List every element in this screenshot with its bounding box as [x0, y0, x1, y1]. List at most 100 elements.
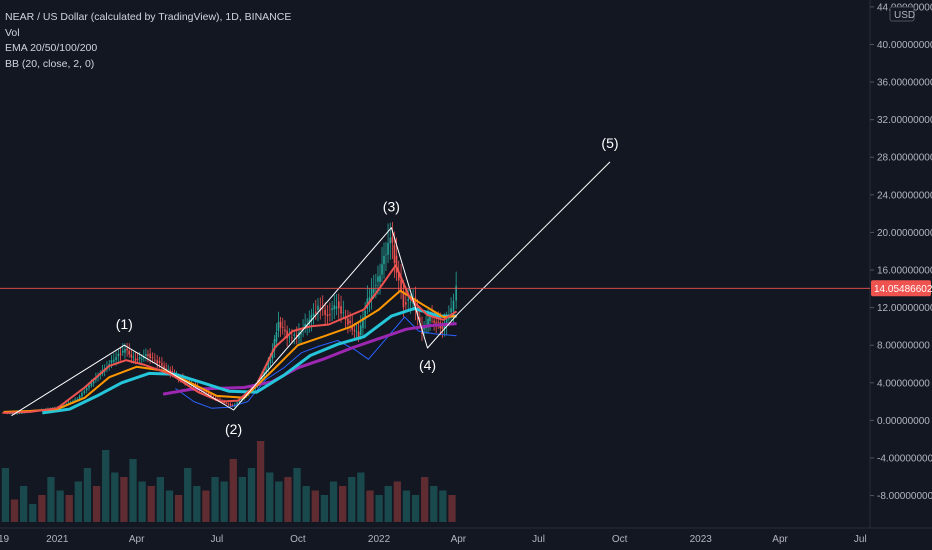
- wave-label: (5): [601, 135, 618, 151]
- candle-body: [132, 356, 135, 358]
- ema200-line: [162, 322, 457, 396]
- candle-body: [225, 402, 228, 404]
- candle-body: [370, 288, 373, 299]
- volume-bar: [439, 490, 447, 522]
- candle-body: [167, 369, 170, 371]
- candle-body: [16, 413, 18, 415]
- legend: NEAR / US Dollar (calculated by TradingV…: [5, 10, 291, 72]
- volume-bar: [129, 459, 137, 522]
- candle-body: [238, 399, 241, 403]
- legend-ema[interactable]: EMA 20/50/100/200: [5, 42, 98, 54]
- candle-body: [337, 301, 340, 309]
- candle-body: [312, 313, 315, 317]
- candle-body: [342, 312, 345, 314]
- volume-bar: [411, 495, 420, 522]
- candle-body: [88, 385, 90, 389]
- candle-body: [435, 322, 437, 324]
- candle-body: [119, 353, 122, 355]
- candle-body: [163, 365, 165, 369]
- volume-bar: [229, 459, 237, 522]
- candle-body: [219, 399, 221, 401]
- x-tick-label: 19: [0, 534, 10, 545]
- candle-body: [353, 329, 356, 331]
- candle-body: [304, 323, 306, 327]
- last-price-label: 14.05486602: [874, 284, 932, 295]
- y-tick-label: 0.00000000: [877, 416, 930, 427]
- y-tick-label: -8.00000000: [877, 491, 932, 502]
- candle-body: [18, 413, 21, 414]
- volume-bar: [211, 477, 219, 522]
- candle-body: [110, 360, 113, 363]
- candle-body: [331, 308, 333, 311]
- candle-body: [423, 327, 425, 330]
- candle-body: [67, 402, 70, 404]
- candle-body: [115, 356, 117, 361]
- y-tick-label: 12.00000000: [877, 303, 932, 314]
- candle-body: [409, 302, 412, 303]
- candle-body: [112, 359, 115, 362]
- candle-body: [329, 314, 331, 315]
- volume-bar: [366, 490, 374, 522]
- volume-bar: [1, 468, 10, 522]
- y-tick-label: 20.00000000: [877, 228, 932, 239]
- wave-label: (3): [383, 199, 400, 215]
- candle-body: [154, 359, 156, 361]
- candle-body: [288, 336, 291, 338]
- volume-bar: [421, 477, 429, 522]
- candle-body: [212, 396, 215, 398]
- x-tick-label: 2021: [46, 534, 69, 545]
- candle-body: [130, 354, 133, 358]
- x-tick-label: Oct: [290, 534, 306, 545]
- candle-body: [275, 332, 278, 342]
- candle-body: [437, 321, 440, 323]
- legend-symbol[interactable]: NEAR / US Dollar (calculated by TradingV…: [5, 11, 292, 23]
- y-tick-label: 24.00000000: [877, 190, 932, 201]
- candle-body: [372, 289, 375, 293]
- elliott-wave-line: [11, 161, 611, 417]
- candle-body: [291, 337, 293, 339]
- x-tick-label: Oct: [612, 534, 628, 545]
- candle-body: [393, 244, 396, 263]
- candle-body: [236, 402, 238, 404]
- volume-bar: [220, 481, 228, 522]
- candle-body: [108, 364, 111, 366]
- volume-bar: [202, 490, 210, 522]
- last-price-box: [871, 280, 931, 297]
- volume-bar: [111, 472, 119, 522]
- candle-body: [321, 307, 324, 309]
- candle-body: [418, 317, 421, 322]
- legend-bb[interactable]: BB (20, close, 2, 0): [5, 57, 95, 70]
- candle-body: [78, 396, 81, 400]
- candle-body: [203, 390, 205, 392]
- volume-bar: [256, 441, 265, 522]
- volume-bar: [311, 490, 319, 522]
- candle-body: [140, 358, 143, 360]
- candle-body: [286, 330, 288, 339]
- volume-bar: [120, 477, 128, 522]
- legend-vol[interactable]: Vol: [5, 26, 20, 39]
- candle-body: [397, 272, 400, 281]
- candle-body: [227, 403, 230, 405]
- candle-body: [387, 243, 389, 255]
- candle-body: [145, 354, 147, 356]
- y-tick-label: -4.00000000: [877, 453, 932, 464]
- candle-body: [279, 321, 282, 328]
- candle-body: [377, 276, 379, 282]
- candle-body: [9, 413, 11, 415]
- y-tick-label: 8.00000000: [877, 341, 930, 352]
- candle-body: [405, 302, 407, 305]
- candle-body: [151, 357, 154, 358]
- volume-bar: [293, 468, 301, 522]
- candle-body: [134, 358, 137, 361]
- candle-body: [381, 264, 383, 275]
- candle-body: [223, 401, 225, 404]
- candle-body: [362, 317, 364, 329]
- candle-body: [269, 359, 272, 364]
- currency-label: USD: [894, 10, 915, 21]
- candle-body: [81, 393, 83, 397]
- candle-body: [192, 385, 195, 387]
- volume-bar: [156, 477, 164, 522]
- candle-body: [349, 320, 351, 324]
